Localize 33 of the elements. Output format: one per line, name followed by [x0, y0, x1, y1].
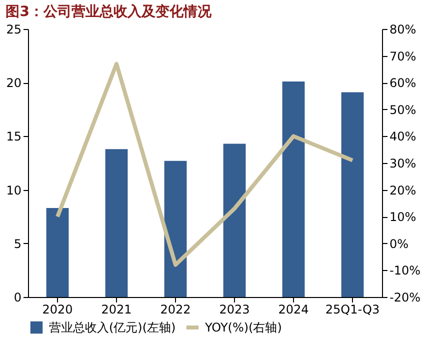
- bar: [223, 144, 246, 297]
- y-tick-label: 5: [14, 236, 22, 251]
- y-tick-label: 20: [6, 76, 22, 90]
- bar: [282, 82, 305, 297]
- x-tick-label: 2023: [219, 302, 250, 316]
- y2-tick-label: 0%: [390, 236, 409, 251]
- x-tick-label: 2022: [160, 302, 191, 316]
- line-series: [56, 62, 354, 267]
- x-tick-label: 2021: [101, 302, 132, 316]
- y2-tick-label: -10%: [390, 264, 421, 278]
- y2-tick-label: -20%: [390, 290, 421, 304]
- bar: [164, 160, 187, 297]
- x-tick-label: 2024: [278, 302, 309, 316]
- bar: [341, 92, 364, 297]
- bar: [105, 149, 128, 297]
- bar: [46, 208, 69, 297]
- y-tick-label: 10: [6, 183, 22, 198]
- y2-tick-label: 30%: [390, 156, 416, 170]
- y2-tick-label: 40%: [390, 130, 416, 144]
- y2-tick-label: 70%: [390, 49, 416, 64]
- chart-title: 图3：公司营业总收入及变化情况: [6, 3, 212, 20]
- y2-tick-label: 50%: [390, 102, 416, 117]
- y-tick-label: 0: [14, 290, 22, 304]
- y-tick-label: 25: [6, 22, 22, 36]
- y2-tick-label: 60%: [390, 76, 416, 90]
- x-tick-label: 25Q1-Q3: [325, 302, 380, 316]
- x-tick-label: 2020: [42, 302, 73, 316]
- legend-label: 营业总收入(亿元)(左轴): [49, 320, 176, 334]
- y-tick-label: 15: [6, 130, 22, 144]
- y2-tick-label: 20%: [390, 183, 416, 198]
- y2-tick-label: 80%: [390, 22, 416, 36]
- y2-tick-label: 10%: [390, 210, 416, 224]
- legend-label: YOY(%)(右轴): [204, 320, 282, 334]
